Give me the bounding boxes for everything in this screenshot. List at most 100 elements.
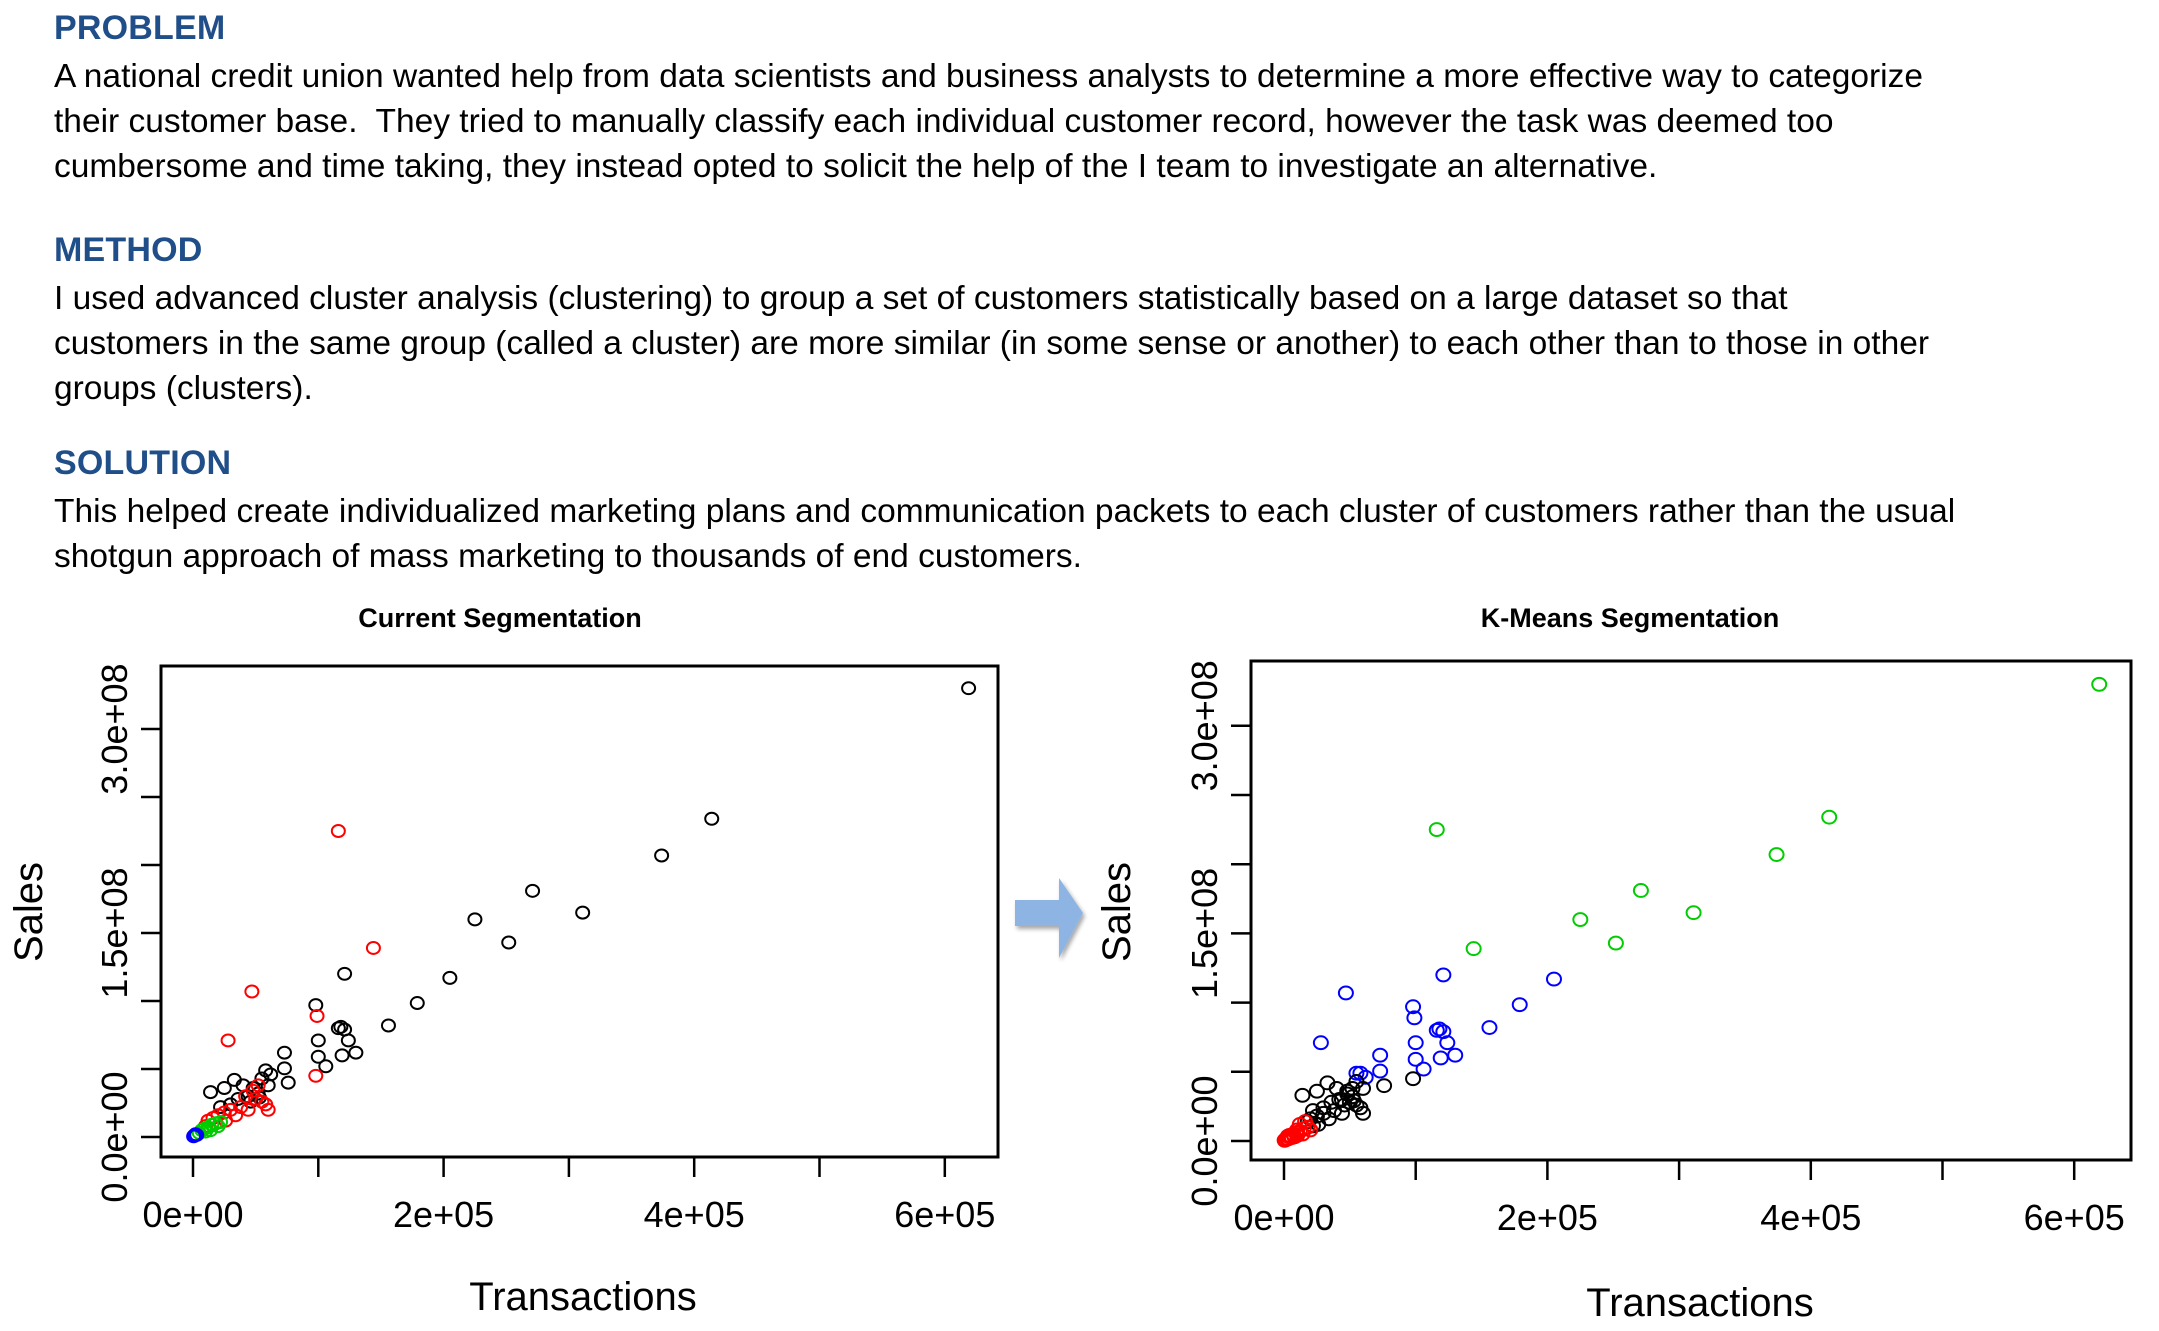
x-tick-label: 6e+05 (894, 1194, 995, 1235)
data-point-cluster-1 (337, 966, 353, 981)
data-point-cluster-1 (575, 905, 591, 920)
data-point-cluster-4 (1312, 1035, 1329, 1051)
body-line: This helped create individualized market… (54, 493, 1956, 530)
data-point-cluster-1 (276, 1045, 292, 1060)
data-point-cluster-4 (186, 1129, 202, 1144)
data-point-cluster-1 (1376, 1078, 1393, 1094)
data-point-cluster-4 (1447, 1047, 1464, 1063)
data-point-cluster-4 (1357, 1069, 1374, 1085)
y-tick-label: 3.0e+08 (1184, 660, 1225, 791)
data-point-cluster-2 (1276, 1132, 1293, 1148)
data-point-cluster-2 (240, 1102, 256, 1117)
data-point-cluster-1 (525, 883, 541, 898)
data-point-cluster-1 (310, 1049, 326, 1064)
x-tick-label: 0e+00 (1233, 1197, 1334, 1238)
data-point-cluster-2 (308, 1068, 324, 1083)
x-tick-label: 0e+00 (142, 1194, 243, 1235)
body-line: cumbersome and time taking, they instead… (54, 148, 1658, 185)
section-heading-problem: PROBLEM (54, 9, 226, 47)
data-point-cluster-1 (1333, 1105, 1350, 1121)
data-point-cluster-1 (442, 970, 458, 985)
data-point-cluster-1 (203, 1085, 219, 1100)
data-point-cluster-1 (467, 912, 483, 927)
data-point-cluster-4 (1348, 1065, 1365, 1081)
data-point-cluster-4 (1481, 1020, 1498, 1035)
body-line: shotgun approach of mass marketing to th… (54, 538, 1082, 575)
data-point-cluster-1 (1326, 1103, 1343, 1118)
data-point-cluster-1 (258, 1063, 274, 1078)
data-point-cluster-3 (1465, 941, 1482, 957)
x-tick-label: 4e+05 (644, 1194, 745, 1235)
kmeans-segmentation-chart: K-Means Segmentation 0e+00 2e+05 4e+05 6e+0… (1095, 603, 2133, 1325)
data-point-cluster-1 (260, 1078, 276, 1093)
y-tick-label: 1.5e+08 (94, 867, 135, 998)
x-tick-label: 6e+05 (2024, 1197, 2125, 1238)
current-segmentation-chart: Current Segmentation 0e+00 2e+05 4e+05 6e+0… (7, 603, 1000, 1319)
data-point-cluster-4 (1407, 1051, 1424, 1067)
data-point-cluster-1 (1405, 1071, 1422, 1087)
data-point-cluster-2 (220, 1033, 236, 1048)
data-point-cluster-4 (1545, 971, 1562, 987)
data-point-cluster-4 (1439, 1035, 1456, 1051)
data-point-cluster-1 (216, 1081, 232, 1096)
body-line: customers in the same group (called a cl… (54, 325, 1930, 362)
data-point-cluster-3 (2091, 676, 2108, 692)
x-axis-label: Transactions (1586, 1281, 1814, 1325)
data-point-cluster-1 (654, 848, 670, 863)
y-tick-label: 1.5e+08 (1184, 868, 1225, 999)
y-tick-label: 0.0e+00 (94, 1071, 135, 1202)
data-point-cluster-1 (704, 811, 720, 826)
data-point-cluster-1 (1294, 1087, 1311, 1103)
data-point-cluster-4 (1372, 1063, 1389, 1079)
data-point-cluster-1 (961, 681, 977, 696)
data-point-cluster-3 (1685, 905, 1702, 921)
data-point-cluster-2 (1302, 1122, 1319, 1138)
data-point-cluster-1 (1308, 1083, 1325, 1099)
data-point-cluster-2 (1286, 1129, 1303, 1145)
data-point-cluster-4 (1415, 1061, 1432, 1077)
data-point-cluster-4 (1372, 1047, 1389, 1063)
data-point-cluster-2 (365, 940, 381, 955)
data-point-cluster-1 (276, 1061, 292, 1076)
data-point-cluster-1 (340, 1033, 356, 1048)
y-tick-label: 0.0e+00 (1184, 1075, 1225, 1206)
chart-title: K-Means Segmentation (1481, 603, 1780, 633)
data-point-cluster-1 (501, 935, 517, 950)
data-point-cluster-4 (1435, 967, 1452, 983)
data-point-cluster-1 (1355, 1080, 1372, 1096)
data-point-cluster-1 (318, 1059, 334, 1074)
body-line: groups (clusters). (54, 370, 313, 407)
section-heading-method: METHOD (54, 231, 203, 269)
data-point-cluster-2 (330, 824, 346, 838)
section-heading-solution: SOLUTION (54, 444, 232, 482)
chart-title: Current Segmentation (358, 603, 642, 633)
data-point-cluster-1 (310, 1033, 326, 1048)
data-point-cluster-4 (1337, 985, 1354, 1001)
data-point-cluster-4 (1431, 1021, 1448, 1037)
data-point-cluster-1 (409, 996, 425, 1011)
data-point-cluster-4 (1432, 1050, 1449, 1066)
body-line: their customer base. They tried to manua… (54, 103, 1834, 140)
data-point-cluster-2 (309, 1008, 325, 1023)
data-point-cluster-1 (280, 1075, 296, 1090)
plot-frame (159, 664, 1000, 1159)
data-point-cluster-3 (1607, 935, 1624, 951)
section-body-method: I used advanced cluster analysis (cluste… (54, 276, 2144, 411)
data-point-cluster-3 (1768, 847, 1785, 862)
data-point-cluster-1 (1355, 1105, 1372, 1121)
y-axis-label: Sales (7, 862, 51, 962)
data-point-cluster-4 (1405, 999, 1422, 1015)
data-point-cluster-1 (348, 1045, 364, 1060)
data-point-cluster-3 (1632, 883, 1649, 898)
section-solution: SOLUTION This helped create individualiz… (54, 443, 2144, 579)
data-point-cluster-2 (260, 1102, 276, 1117)
data-point-cluster-3 (1821, 809, 1838, 825)
y-axis-label: Sales (1095, 862, 1139, 962)
x-tick-label: 2e+05 (393, 1194, 494, 1235)
section-body-problem: A national credit union wanted help from… (54, 54, 2144, 189)
data-point-cluster-2 (250, 1078, 266, 1093)
data-point-cluster-3 (213, 1115, 229, 1130)
data-point-cluster-2 (244, 984, 260, 999)
y-tick-label: 3.0e+08 (94, 663, 135, 794)
